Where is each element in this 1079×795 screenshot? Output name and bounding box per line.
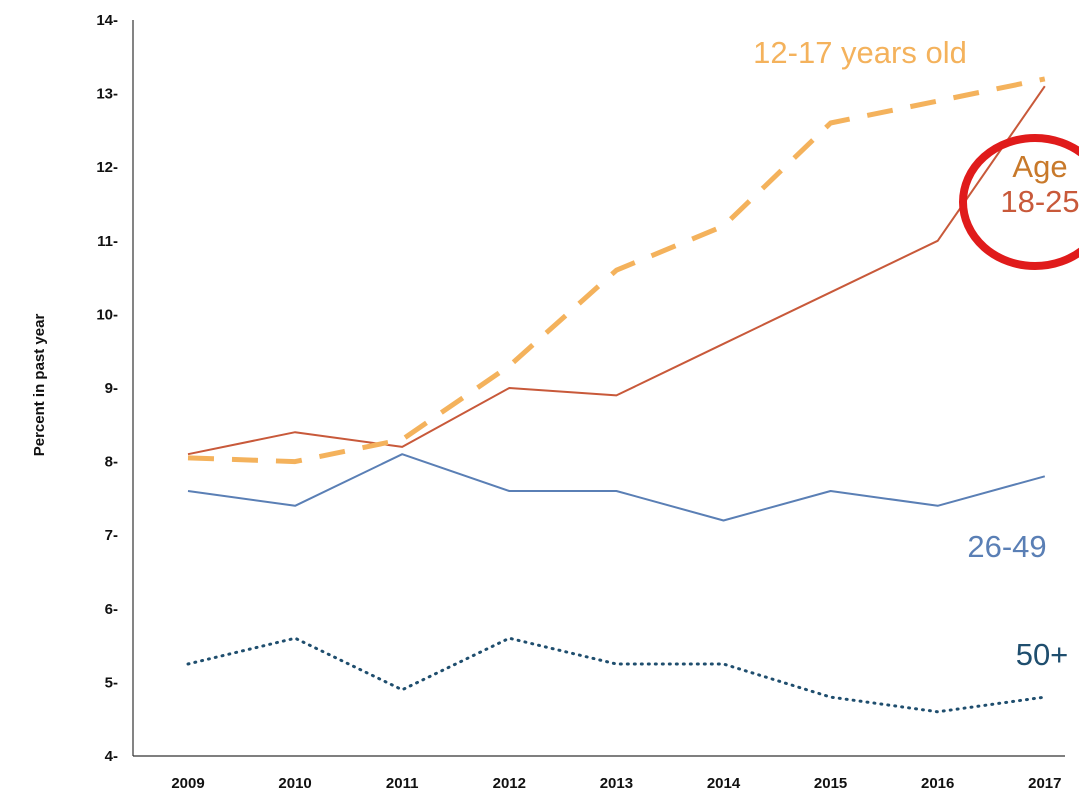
x-axis-ticks: 2009 2010 2011 2012 2013 2014 2015 2016 2017	[171, 775, 1061, 792]
y-tick-label: 6-	[105, 601, 118, 618]
x-tick-label: 2010	[278, 775, 311, 792]
series-line-50	[186, 636, 1047, 714]
x-tick-label: 2011	[386, 775, 419, 792]
senior-series-label: 50+	[1016, 637, 1069, 672]
y-tick-label: 10-	[96, 306, 118, 323]
series-line-age-18-25	[187, 85, 1046, 456]
y-tick-label: 7-	[105, 527, 118, 544]
teen-series-label: 12-17 years old	[753, 35, 967, 70]
y-tick-label: 5-	[105, 674, 118, 691]
y-tick-label: 9-	[105, 380, 118, 397]
age-range-label: 18-25	[1000, 184, 1079, 219]
x-tick-label: 2017	[1028, 775, 1061, 792]
y-axis-label: Percent in past year	[31, 314, 48, 457]
series-line-12-17-years-old	[187, 76, 1046, 465]
x-tick-label: 2015	[814, 775, 847, 792]
adult-series-label: 26-49	[967, 529, 1046, 564]
series-lines	[186, 76, 1047, 714]
y-tick-label: 11-	[97, 233, 118, 250]
y-tick-label: 14-	[96, 12, 118, 29]
series-line-26-49	[187, 453, 1046, 522]
x-tick-label: 2014	[707, 775, 741, 792]
x-tick-label: 2013	[600, 775, 633, 792]
highlight-circle	[959, 134, 1079, 270]
y-axis-ticks: 4- 5- 6- 7- 8- 9- 10- 11- 12- 13- 14-	[96, 12, 118, 765]
x-tick-label: 2009	[171, 775, 204, 792]
age-label: Age	[1012, 149, 1067, 184]
y-tick-label: 12-	[96, 159, 118, 176]
y-tick-label: 8-	[105, 454, 118, 471]
x-tick-label: 2012	[493, 775, 526, 792]
x-tick-label: 2016	[921, 775, 954, 792]
y-tick-label: 4-	[105, 748, 118, 765]
y-tick-label: 13-	[96, 86, 118, 103]
axes	[132, 20, 1065, 757]
